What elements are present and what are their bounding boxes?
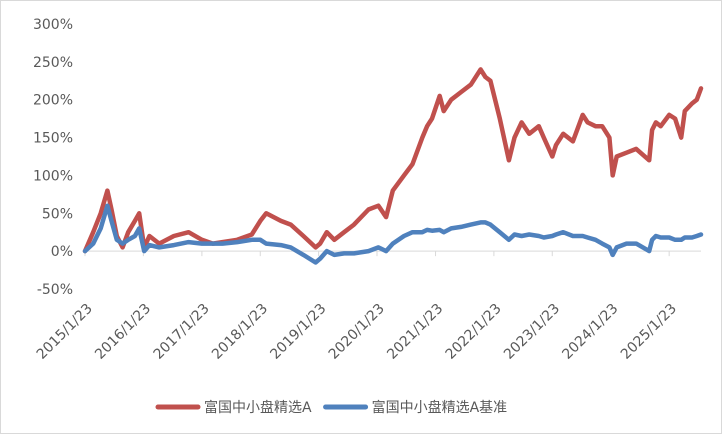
y-axis-tick-labels: 300% 250% 200% 150% 100% 50% 0% -50% [33,17,73,298]
x-tick-label: 2021/1/23 [384,301,446,363]
series-line-0 [82,67,704,254]
x-tick-label: 2020/1/23 [326,301,388,363]
y-tick-label: 0% [51,244,73,260]
x-axis-ticks [84,251,670,257]
y-tick-label: 300% [33,17,73,33]
x-tick-label: 2019/1/23 [267,301,329,363]
legend: 富国中小盘精选A 富国中小盘精选A基准 [155,399,508,416]
legend-label-0: 富国中小盘精选A [204,399,312,416]
x-tick-label: 2018/1/23 [209,301,271,363]
y-tick-label: 100% [33,168,73,184]
y-tick-label: 250% [33,55,73,71]
x-tick-label: 2017/1/23 [151,301,213,363]
y-tick-label: 50% [42,206,73,222]
y-tick-label: -50% [37,282,73,298]
y-tick-label: 150% [33,131,73,147]
x-tick-label: 2023/1/23 [501,301,563,363]
legend-label-1: 富国中小盘精选A基准 [372,399,508,416]
series-lines [82,67,704,265]
x-axis-tick-labels: 2015/1/232016/1/232017/1/232018/1/232019… [34,301,680,363]
x-tick-label: 2025/1/23 [618,301,680,363]
x-tick-label: 2015/1/23 [34,301,96,363]
series-line-1 [82,203,704,265]
x-tick-label: 2016/1/23 [92,301,154,363]
x-tick-label: 2022/1/23 [443,301,505,363]
x-tick-label: 2024/1/23 [559,301,621,363]
y-tick-label: 200% [33,93,73,109]
